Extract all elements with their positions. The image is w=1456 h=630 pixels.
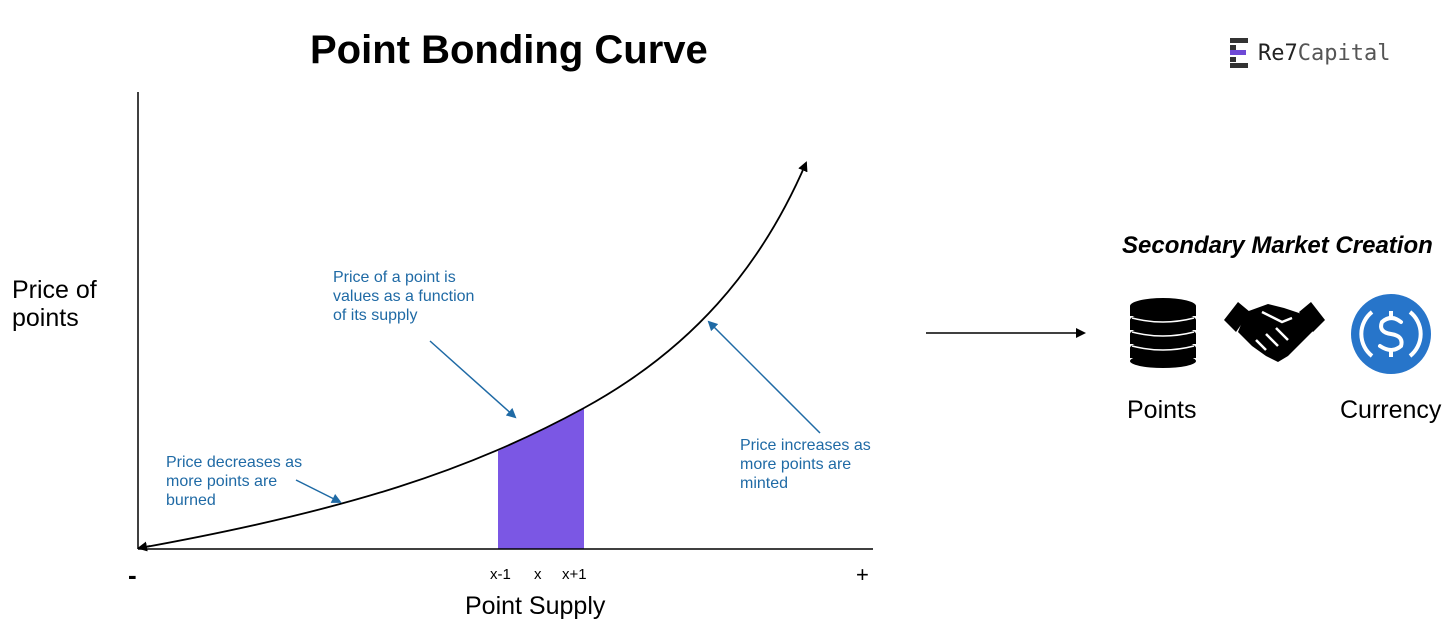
re7-logo-icon — [1230, 38, 1248, 68]
curve-start-arrow — [137, 541, 151, 552]
x-axis-min-label: - — [128, 560, 137, 590]
value-arrow — [429, 340, 517, 419]
value-annotation: Price of a point is values as a function… — [333, 269, 475, 324]
coin-stack-icon — [1130, 298, 1196, 368]
points-label: Points — [1127, 396, 1197, 424]
decrease-arrow — [295, 479, 342, 503]
tick-label: x+1 — [562, 566, 587, 583]
handshake-icon — [1224, 302, 1325, 362]
increase-annotation: Price increases as more points are minte… — [740, 437, 871, 492]
increase-arrow — [707, 320, 821, 434]
tick-label: x-1 — [490, 566, 511, 583]
usdc-icon — [1351, 294, 1431, 374]
logo: Re7Capital — [1230, 38, 1390, 68]
supply-interval-area — [498, 408, 584, 549]
secondary-market-title: Secondary Market Creation — [1122, 232, 1433, 259]
y-axis-label: Price of points — [12, 276, 97, 332]
logo-text: Re7Capital — [1258, 40, 1391, 66]
currency-label: Currency — [1340, 396, 1442, 424]
x-axis-max-label: + — [856, 562, 869, 587]
decrease-annotation: Price decreases as more points are burne… — [166, 454, 303, 509]
bonding-curve — [139, 161, 808, 549]
page-title: Point Bonding Curve — [310, 28, 708, 72]
tick-label: x — [534, 566, 542, 583]
x-axis-label: Point Supply — [465, 592, 606, 620]
